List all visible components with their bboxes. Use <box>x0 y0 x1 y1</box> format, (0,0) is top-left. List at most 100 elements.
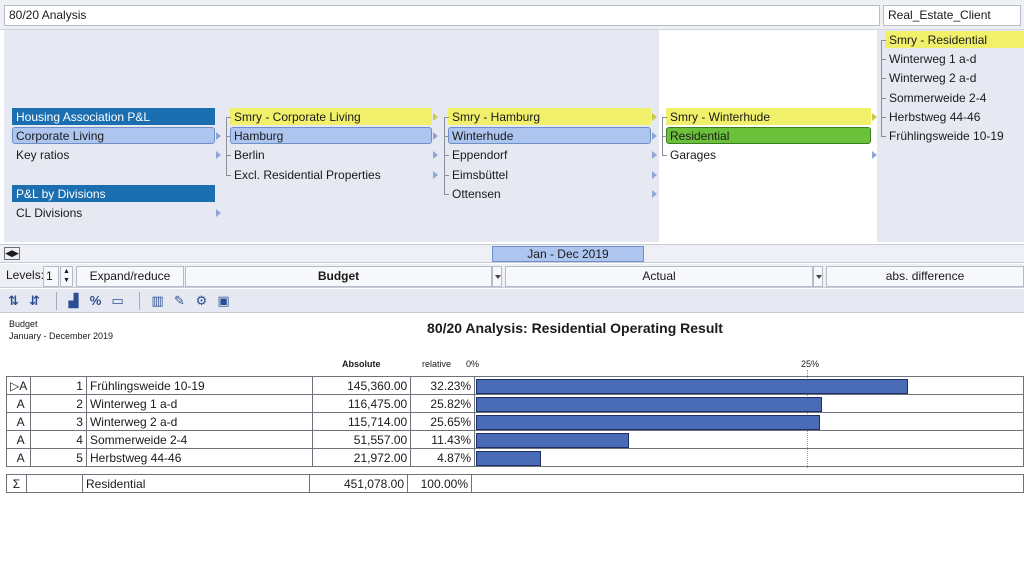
expand-arrow-icon[interactable] <box>652 190 657 198</box>
expand-arrow-icon[interactable] <box>433 171 438 179</box>
levels-stepper[interactable]: ▲ ▼ <box>60 266 73 287</box>
nav-item-4-5[interactable]: Frühlingsweide 10-19 <box>889 129 1004 143</box>
row-absolute: 51,557.00 <box>312 430 412 449</box>
report-table: ▷A 1 Frühlingsweide 10-19 145,360.00 32.23% … <box>5 376 1024 467</box>
nav-item-0-1[interactable]: Corporate Living <box>12 127 215 144</box>
nav-item-4-3[interactable]: Sommerweide 2-4 <box>889 91 987 105</box>
nav-item-1-1[interactable]: Hamburg <box>230 127 432 144</box>
column-difference-select[interactable]: abs. difference <box>826 266 1024 287</box>
client-selector[interactable]: Real_Estate_Client <box>883 5 1021 26</box>
row-rank: 3 <box>30 412 87 431</box>
actual-dropdown-icon[interactable] <box>813 266 823 287</box>
nav-item-2-2[interactable]: Eppendorf <box>452 148 508 162</box>
row-rank: 2 <box>30 394 87 413</box>
nav-item-2-3[interactable]: Eimsbüttel <box>452 168 509 182</box>
tree-branch <box>444 136 449 137</box>
nav-item-1-2[interactable]: Berlin <box>234 148 265 162</box>
nav-item-4-2[interactable]: Winterweg 2 a-d <box>889 71 977 85</box>
gear-icon[interactable]: ⚙ <box>195 293 208 308</box>
tree-branch <box>662 117 667 118</box>
edit-icon[interactable]: ✎ <box>174 293 185 308</box>
nav-item-1-0[interactable]: Smry - Corporate Living <box>230 108 432 125</box>
row-type: A <box>5 412 32 431</box>
tree-branch <box>881 136 886 137</box>
nav-item-3-2[interactable]: Garages <box>670 148 717 162</box>
expand-arrow-icon[interactable] <box>872 151 877 159</box>
report-period-label: January - December 2019 <box>9 331 114 341</box>
nav-item-0-3[interactable]: P&L by Divisions <box>12 185 215 202</box>
report-total-table: Σ Residential 451,078.00 100.00% <box>6 474 1024 493</box>
expand-arrow-icon[interactable] <box>216 151 221 159</box>
nav-item-2-0[interactable]: Smry - Hamburg <box>448 108 651 125</box>
tree-branch <box>881 78 886 79</box>
table-row[interactable]: A 4 Sommerweide 2-4 51,557.00 11.43% <box>5 430 1024 449</box>
budget-dropdown-icon[interactable] <box>492 266 502 287</box>
row-bar-cell <box>474 448 1024 467</box>
header-relative: relative <box>422 359 452 369</box>
axis-label-0: 0% <box>466 359 480 369</box>
column-budget-select[interactable]: Budget <box>185 266 492 287</box>
nav-item-3-0[interactable]: Smry - Winterhude <box>666 108 871 125</box>
expand-arrow-icon[interactable] <box>433 151 438 159</box>
expand-arrow-icon[interactable] <box>652 113 657 121</box>
row-relative: 4.87% <box>410 448 476 467</box>
column-actual-select[interactable]: Actual <box>505 266 813 287</box>
tree-connector <box>226 117 227 175</box>
expand-arrow-icon[interactable] <box>652 151 657 159</box>
toolbar-divider <box>139 292 140 310</box>
save-icon[interactable]: ▣ <box>217 293 230 308</box>
table-row[interactable]: A 2 Winterweg 1 a-d 116,475.00 25.82% <box>5 394 1024 413</box>
row-relative: 32.23% <box>410 376 476 395</box>
expand-arrow-icon[interactable] <box>652 132 657 140</box>
tree-connector <box>881 40 882 136</box>
chart-icon[interactable]: ▟ <box>68 293 79 308</box>
nav-item-2-4[interactable]: Ottensen <box>452 187 501 201</box>
nav-item-4-1[interactable]: Winterweg 1 a-d <box>889 52 977 66</box>
row-absolute: 21,972.00 <box>312 448 412 467</box>
nav-item-1-3[interactable]: Excl. Residential Properties <box>234 168 381 182</box>
report-name-field[interactable]: 80/20 Analysis <box>4 5 880 26</box>
sort-ascending-icon[interactable]: ⇵ <box>29 293 40 308</box>
tree-branch <box>881 98 886 99</box>
expand-arrow-icon[interactable] <box>216 132 221 140</box>
toolbar-divider <box>56 292 57 310</box>
nav-item-3-1[interactable]: Residential <box>666 127 871 144</box>
total-row: Σ Residential 451,078.00 100.00% <box>6 474 1024 493</box>
expand-arrow-icon[interactable] <box>872 113 877 121</box>
nav-item-4-4[interactable]: Herbstweg 44-46 <box>889 110 981 124</box>
screen-icon[interactable]: ▭ <box>111 293 124 308</box>
sort-descending-icon[interactable]: ⇅ <box>8 293 19 308</box>
period-selector[interactable]: Jan - Dec 2019 <box>492 246 644 262</box>
nav-item-0-2[interactable]: Key ratios <box>16 148 70 162</box>
tree-branch <box>444 155 449 156</box>
report-title: 80/20 Analysis: Residential Operating Re… <box>427 320 723 336</box>
nav-item-2-1[interactable]: Winterhude <box>448 127 651 144</box>
row-bar-cell <box>474 412 1024 431</box>
row-name: Herbstweg 44-46 <box>85 448 314 467</box>
header-absolute: Absolute <box>342 359 381 369</box>
tree-branch <box>226 175 231 176</box>
expand-arrow-icon[interactable] <box>433 132 438 140</box>
expand-arrow-icon[interactable] <box>433 113 438 121</box>
row-name: Frühlingsweide 10-19 <box>85 376 314 395</box>
levels-input[interactable]: 1 <box>43 266 59 287</box>
table-row[interactable]: ▷A 1 Frühlingsweide 10-19 145,360.00 32.23% <box>5 376 1024 395</box>
row-relative: 11.43% <box>410 430 476 449</box>
row-rank: 5 <box>30 448 87 467</box>
nav-item-4-0[interactable]: Smry - Residential <box>885 31 1024 48</box>
percent-icon[interactable]: % <box>89 293 102 308</box>
expand-arrow-icon[interactable] <box>216 209 221 217</box>
row-bar-cell <box>474 376 1024 395</box>
bar-mark <box>476 433 630 448</box>
expand-arrow-icon[interactable] <box>652 171 657 179</box>
tree-branch <box>226 155 231 156</box>
toolbar <box>0 289 1024 313</box>
tree-branch <box>662 136 667 137</box>
table-row[interactable]: A 5 Herbstweg 44-46 21,972.00 4.87% <box>5 448 1024 467</box>
columns-icon[interactable]: ▥ <box>151 293 164 308</box>
nav-item-0-4[interactable]: CL Divisions <box>16 206 83 220</box>
table-row[interactable]: A 3 Winterweg 2 a-d 115,714.00 25.65% <box>5 412 1024 431</box>
expand-reduce-button[interactable]: Expand/reduce <box>76 266 184 287</box>
nav-item-0-0[interactable]: Housing Association P&L <box>12 108 215 125</box>
period-nav-arrows-icon[interactable]: ◀▶ <box>4 247 20 260</box>
